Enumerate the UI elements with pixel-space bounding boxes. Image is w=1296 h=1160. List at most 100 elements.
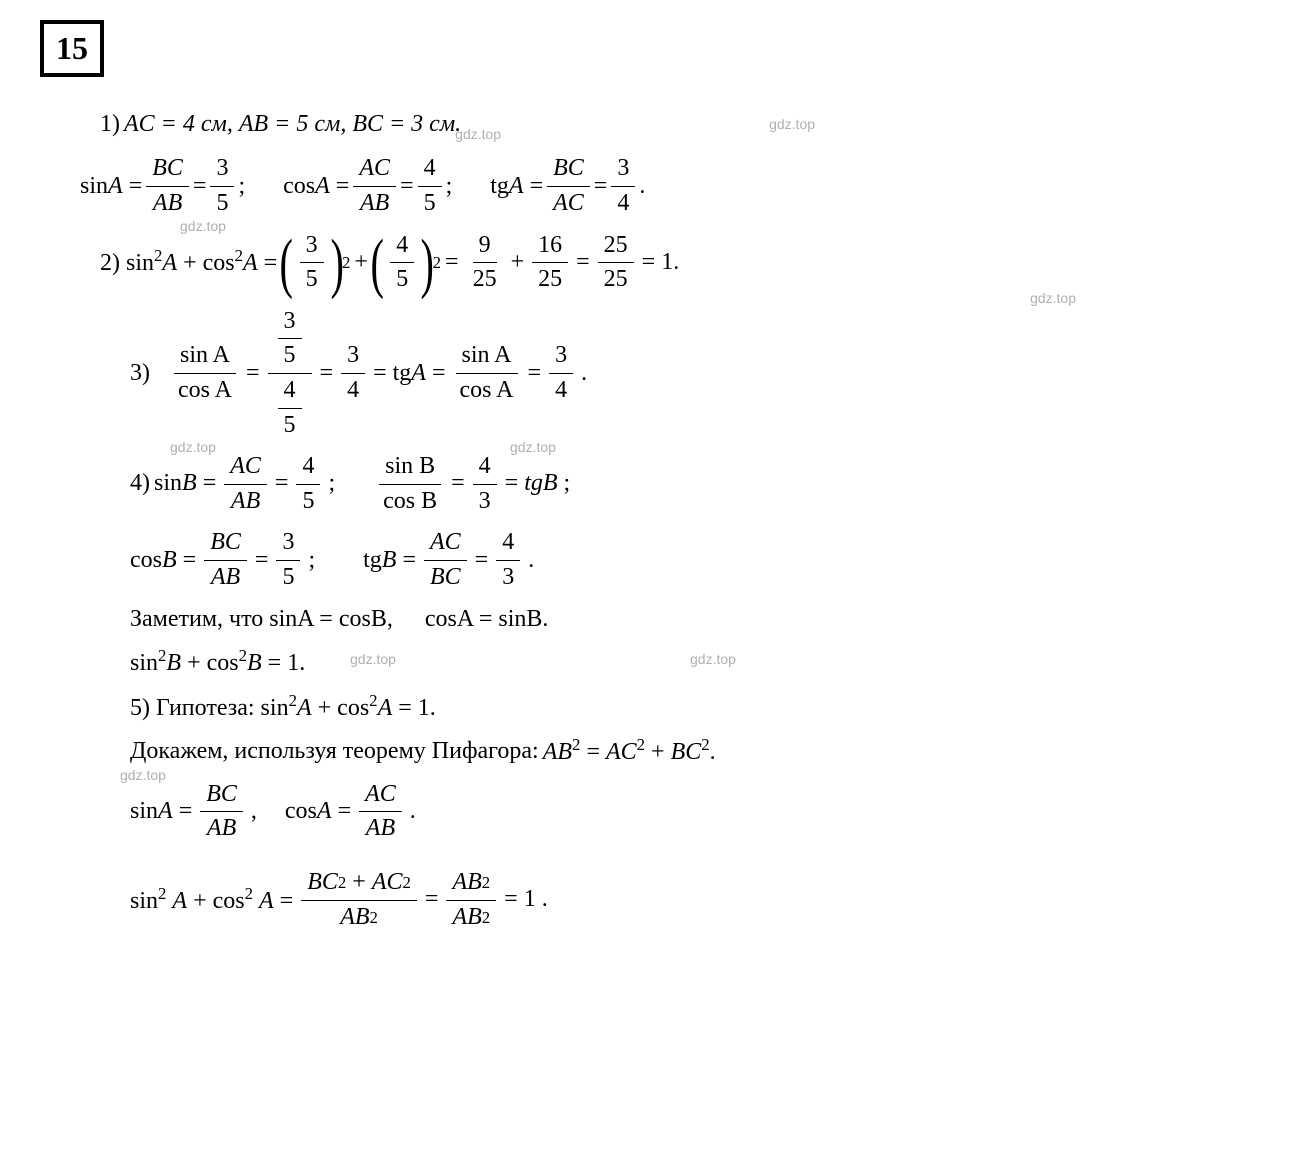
num: 3 <box>341 339 365 374</box>
den: AB 2 <box>334 901 384 935</box>
num: 16 <box>532 229 568 264</box>
den: 25 <box>598 263 634 297</box>
watermark: gdz.top <box>510 438 556 458</box>
watermark: gdz.top <box>180 217 226 237</box>
part4-label: 4) <box>130 467 150 501</box>
frac: 4 5 <box>390 229 414 297</box>
frac: 4 5 <box>418 152 442 220</box>
den: cos A <box>454 374 520 408</box>
den: AB <box>354 187 395 221</box>
num: AC <box>424 526 467 561</box>
frac: AC AB <box>353 152 396 220</box>
den: cos A <box>172 374 238 408</box>
num: BC <box>204 526 247 561</box>
den: 4 <box>341 374 365 408</box>
num: 4 <box>296 450 320 485</box>
num: 4 <box>418 152 442 187</box>
part5-hypothesis: 5) Гипотеза: sin2A + cos2A = 1. <box>130 689 1256 726</box>
num: 4 <box>473 450 497 485</box>
den: 5 <box>390 263 414 297</box>
note-text1: Заметим, что sinA = cosB, <box>130 603 393 637</box>
den: 5 <box>210 187 234 221</box>
part5-final: sin2 A + cos2 A = BC 2 + AC 2 AB 2 = AB … <box>130 866 1256 934</box>
watermark: gdz.top <box>1030 289 1076 309</box>
part5-text: 5) Гипотеза: sin2A + cos2A = 1. <box>130 689 436 726</box>
num: 4 <box>496 526 520 561</box>
pythagoras: AB2 = AC2 + BC2. <box>543 733 716 770</box>
note-line1: Заметим, что sinA = cosB, cosA = sinB. <box>130 603 1256 637</box>
note-identity: sin2B + cos2B = 1. <box>130 644 305 681</box>
frac: sin A cos A <box>454 339 520 407</box>
den: 4 <box>549 374 573 408</box>
num: 3 <box>210 152 234 187</box>
frac: BC 2 + AC 2 AB 2 <box>301 866 417 934</box>
big-frac: sin A cos A <box>172 339 238 407</box>
frac: AC BC <box>424 526 467 594</box>
part4-line1: gdz.top gdz.top 4) sinB = AC AB = 4 5 ; … <box>130 450 1256 518</box>
num: sin B <box>379 450 441 485</box>
den: AB <box>360 812 401 846</box>
den: AB <box>201 812 242 846</box>
frac: AB 2 AB 2 <box>446 866 496 934</box>
proof-intro: Докажем, используя теорему Пифагора: <box>130 735 539 769</box>
den: 4 <box>611 187 635 221</box>
cosA-text: cos A <box>178 374 232 408</box>
frac: AC AB <box>359 778 402 846</box>
frac: 3 4 <box>549 339 573 407</box>
tgA-label: tgA = <box>490 170 543 204</box>
num: AC <box>353 152 396 187</box>
den: 25 <box>532 263 568 297</box>
num: 35 <box>268 305 312 374</box>
close-paren: ) <box>330 239 343 286</box>
part3-line: 3) sin A cos A = 35 45 = 3 4 = tgA = sin… <box>130 305 1256 442</box>
problem-number-box: 15 <box>40 20 104 77</box>
den: 5 <box>296 485 320 519</box>
den: 5 <box>300 263 324 297</box>
watermark: gdz.top <box>350 650 396 670</box>
den: 25 <box>467 263 503 297</box>
result: = 1. <box>642 246 680 280</box>
final-lhs: sin2 A + cos2 A = <box>130 882 293 919</box>
den: AB <box>225 485 266 519</box>
frac: 4 5 <box>296 450 320 518</box>
den: BC <box>424 561 467 595</box>
num: sin A <box>174 339 236 374</box>
den: AB <box>205 561 246 595</box>
part1-label: 1) <box>100 108 120 142</box>
den: 5 <box>276 561 300 595</box>
num: AB 2 <box>446 866 496 901</box>
num: sin A <box>456 339 518 374</box>
part1-given-line: 1) AC = 4 см, AB = 5 см, BC = 3 см. gdz.… <box>100 105 1256 145</box>
den: AC <box>547 187 590 221</box>
part2-line: gdz.top 2) sin2A + cos2A = ( 3 5 ) 2 + (… <box>100 229 1256 297</box>
close-paren: ) <box>421 239 434 286</box>
watermark: gdz.top <box>120 766 166 786</box>
den: AB 2 <box>446 901 496 935</box>
den: cos B <box>377 485 443 519</box>
num: 3 <box>276 526 300 561</box>
part5-proof-text: Докажем, используя теорему Пифагора: AB2… <box>130 733 1256 770</box>
frac: 4 3 <box>496 526 520 594</box>
num: BC <box>200 778 243 813</box>
frac: AC AB <box>224 450 267 518</box>
open-paren: ( <box>280 239 293 286</box>
frac: sin B cos B <box>377 450 443 518</box>
open-paren: ( <box>370 239 383 286</box>
frac: 3 4 <box>341 339 365 407</box>
compound-frac: 35 45 <box>268 305 312 442</box>
problem-number: 15 <box>56 30 88 66</box>
part5-defs: gdz.top sinA = BC AB , cosA = AC AB . gd… <box>130 778 1256 846</box>
num: BC 2 + AC 2 <box>301 866 417 901</box>
part1-given: AC = 4 см, AB = 5 см, BC = 3 см. <box>124 108 461 142</box>
frac: 3 5 <box>210 152 234 220</box>
num: 3 <box>300 229 324 264</box>
num: 25 <box>598 229 634 264</box>
frac: BC AB <box>204 526 247 594</box>
watermark: gdz.top <box>769 115 815 135</box>
frac: 3 5 <box>276 526 300 594</box>
num: AC <box>359 778 402 813</box>
frac: 9 25 <box>467 229 503 297</box>
frac: BC AB <box>146 152 189 220</box>
part4-line2: cosB = BC AB = 3 5 ; tgB = AC BC = 4 3 . <box>130 526 1256 594</box>
frac: 25 25 <box>598 229 634 297</box>
